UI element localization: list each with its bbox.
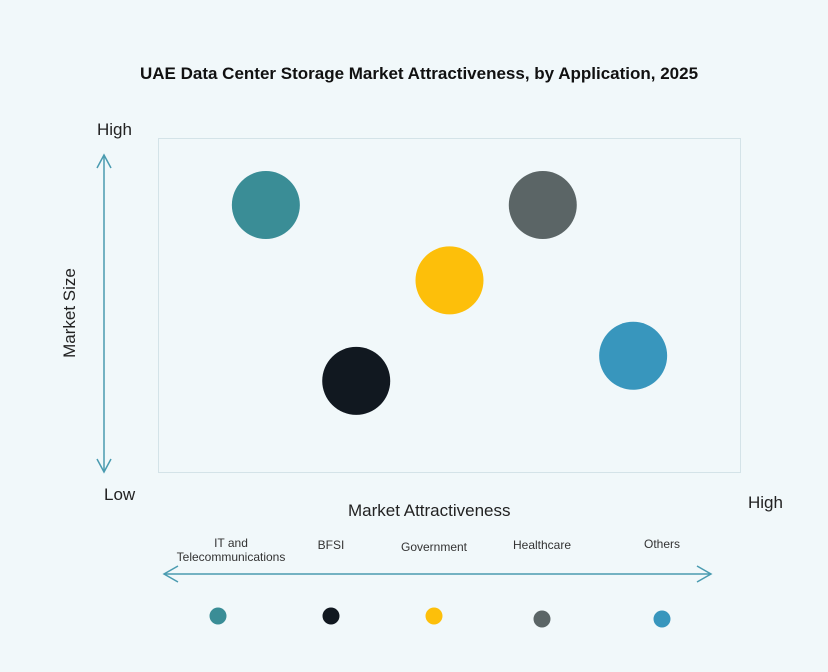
plot-area bbox=[158, 138, 741, 473]
legend-arrow-right bbox=[696, 565, 713, 583]
x-axis-low-label: Low bbox=[104, 485, 136, 504]
x-axis-title: Market Attractiveness bbox=[348, 501, 511, 520]
bubble-others bbox=[599, 321, 668, 390]
legend-dot-government bbox=[425, 607, 443, 625]
legend-dot-others bbox=[653, 610, 671, 628]
legend-dot-bfsi bbox=[322, 607, 340, 625]
legend-dot-healthcare bbox=[533, 610, 551, 628]
chart-title: UAE Data Center Storage Market Attractiv… bbox=[140, 64, 699, 83]
legend-label-it-and-telecommunications: IT and Telecommunications bbox=[176, 536, 286, 564]
bubble-it-and-telecommunications bbox=[231, 171, 300, 239]
y-arrow-head-bottom bbox=[96, 458, 112, 474]
legend-label-government: Government bbox=[400, 540, 468, 554]
bubble-government bbox=[415, 246, 484, 315]
x-axis-high-label: High bbox=[748, 493, 783, 512]
legend-arrow-left bbox=[162, 565, 179, 583]
legend-label-others: Others bbox=[643, 537, 680, 551]
legend-label-bfsi: BFSI bbox=[317, 538, 345, 552]
bubble-bfsi bbox=[322, 346, 391, 415]
legend-label-healthcare: Healthcare bbox=[512, 538, 572, 552]
y-axis-high-label: High bbox=[97, 120, 132, 139]
bubble-healthcare bbox=[508, 171, 577, 239]
legend-dot-it-and-telecommunications bbox=[209, 607, 227, 625]
y-arrow-head-top bbox=[96, 153, 112, 169]
